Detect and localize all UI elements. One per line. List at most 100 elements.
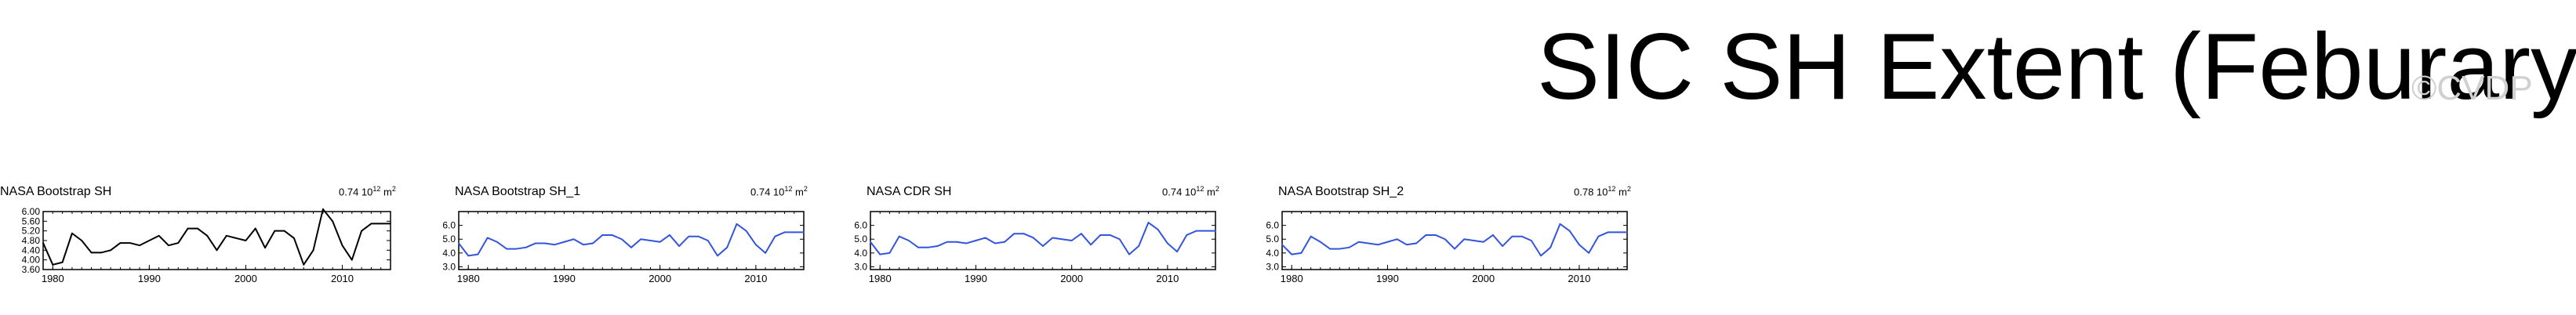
x-tick-label: 2000 bbox=[234, 273, 257, 284]
panel-title: NASA Bootstrap SH bbox=[0, 185, 112, 198]
data-point bbox=[1109, 234, 1111, 236]
std-exponent: 12 bbox=[784, 185, 793, 193]
data-point bbox=[1463, 238, 1466, 241]
data-point bbox=[1157, 229, 1159, 230]
data-point bbox=[42, 242, 44, 244]
x-tick-label: 2010 bbox=[331, 273, 354, 284]
data-point bbox=[100, 252, 102, 254]
series-line bbox=[870, 222, 1215, 255]
data-point bbox=[927, 246, 929, 248]
data-point bbox=[640, 238, 642, 241]
y-tick-label: 5.0 bbox=[854, 234, 867, 244]
x-tick-label: 1990 bbox=[138, 273, 161, 284]
data-point bbox=[1052, 237, 1054, 239]
plot-frame bbox=[42, 211, 391, 270]
y-tick-label: 4.40 bbox=[22, 244, 41, 255]
data-point bbox=[245, 240, 247, 241]
std-value: 0.74 bbox=[339, 186, 359, 198]
data-point bbox=[1521, 235, 1523, 237]
y-tick-label: 4.80 bbox=[22, 235, 41, 246]
data-point bbox=[168, 244, 169, 247]
data-point bbox=[1425, 234, 1427, 236]
data-point bbox=[139, 244, 140, 247]
data-point bbox=[601, 234, 604, 236]
data-point bbox=[870, 241, 871, 243]
data-point bbox=[1578, 244, 1580, 246]
data-point bbox=[110, 249, 112, 252]
x-tick-label: 1990 bbox=[965, 273, 987, 284]
panel-title: NASA CDR SH bbox=[867, 185, 952, 198]
data-point bbox=[129, 242, 131, 244]
data-point bbox=[283, 230, 285, 232]
data-point bbox=[1166, 242, 1168, 244]
data-point bbox=[984, 237, 986, 239]
data-point bbox=[956, 241, 957, 243]
data-point bbox=[745, 230, 747, 232]
std-value: 0.74 bbox=[750, 186, 771, 198]
data-point bbox=[879, 253, 881, 255]
data-point bbox=[390, 223, 391, 225]
data-point bbox=[1511, 235, 1513, 237]
x-tick-label: 2010 bbox=[744, 273, 767, 284]
data-point bbox=[1368, 242, 1369, 244]
data-point bbox=[1023, 233, 1025, 235]
data-point bbox=[71, 232, 73, 234]
timeseries-chart: 3.0 4.0 5.0 6.0 1980 1990 2000 2010 bbox=[854, 211, 1216, 284]
data-point bbox=[1176, 251, 1179, 252]
std-unit: m bbox=[1207, 186, 1215, 198]
data-point bbox=[312, 249, 314, 252]
data-point bbox=[1597, 235, 1600, 237]
data-point bbox=[1396, 238, 1398, 241]
data-point bbox=[907, 240, 910, 241]
data-point bbox=[803, 231, 805, 234]
data-point bbox=[90, 252, 93, 254]
y-tick-label: 6.0 bbox=[854, 220, 867, 231]
panel-title: NASA Bootstrap SH_1 bbox=[455, 185, 581, 198]
data-point bbox=[1377, 244, 1379, 246]
data-point bbox=[1032, 237, 1034, 239]
data-point bbox=[196, 227, 198, 230]
y-tick-label: 4.0 bbox=[1266, 248, 1279, 259]
data-point bbox=[1616, 231, 1619, 234]
panel-2: NASA Bootstrap SH_1 0.74 1012 m2 3.0 4.0 5… bbox=[412, 183, 808, 301]
std-exponent: 12 bbox=[372, 185, 381, 193]
data-point bbox=[477, 253, 479, 255]
data-point bbox=[783, 231, 786, 234]
panel-std-label: 0.74 1012 m2 bbox=[750, 185, 808, 198]
timeseries-chart: 3.0 4.0 5.0 6.0 1980 1990 2000 2010 bbox=[442, 211, 805, 284]
std-exponent: 12 bbox=[1196, 185, 1204, 193]
data-point bbox=[341, 244, 343, 247]
data-point bbox=[1099, 234, 1102, 236]
x-tick-label: 1980 bbox=[869, 273, 892, 284]
data-point bbox=[1386, 241, 1389, 243]
data-point bbox=[1186, 234, 1188, 236]
panel-1: NASA Bootstrap SH 0.74 1012 m2 3.60 4.00 4… bbox=[0, 183, 396, 301]
y-tick-label: 3.0 bbox=[1266, 261, 1279, 272]
panel-std-label: 0.78 1012 m2 bbox=[1574, 185, 1631, 198]
std-unit: m bbox=[383, 186, 392, 198]
data-point bbox=[707, 240, 709, 241]
data-point bbox=[216, 249, 218, 252]
data-point bbox=[697, 235, 699, 237]
data-point bbox=[1607, 231, 1609, 234]
data-point bbox=[486, 237, 489, 239]
y-tick-label: 4.0 bbox=[854, 248, 867, 259]
data-point bbox=[994, 242, 996, 244]
data-point bbox=[61, 261, 64, 263]
data-point bbox=[1319, 241, 1321, 243]
std-value: 0.74 bbox=[1162, 186, 1183, 198]
x-tick-label: 1980 bbox=[457, 273, 480, 284]
y-tick-label: 5.0 bbox=[1266, 234, 1279, 244]
data-point bbox=[506, 248, 508, 250]
data-point bbox=[678, 245, 681, 247]
y-tick-label: 5.60 bbox=[22, 215, 41, 226]
x-tick-label: 1980 bbox=[42, 273, 64, 284]
data-point bbox=[361, 230, 362, 232]
x-tick-label: 2010 bbox=[1156, 273, 1179, 284]
data-point bbox=[1138, 245, 1140, 247]
data-point bbox=[458, 242, 460, 244]
x-tick-label: 1980 bbox=[1281, 273, 1303, 284]
data-point bbox=[1013, 233, 1016, 235]
panel-std-label: 0.74 1012 m2 bbox=[1162, 185, 1219, 198]
data-point bbox=[332, 220, 334, 223]
